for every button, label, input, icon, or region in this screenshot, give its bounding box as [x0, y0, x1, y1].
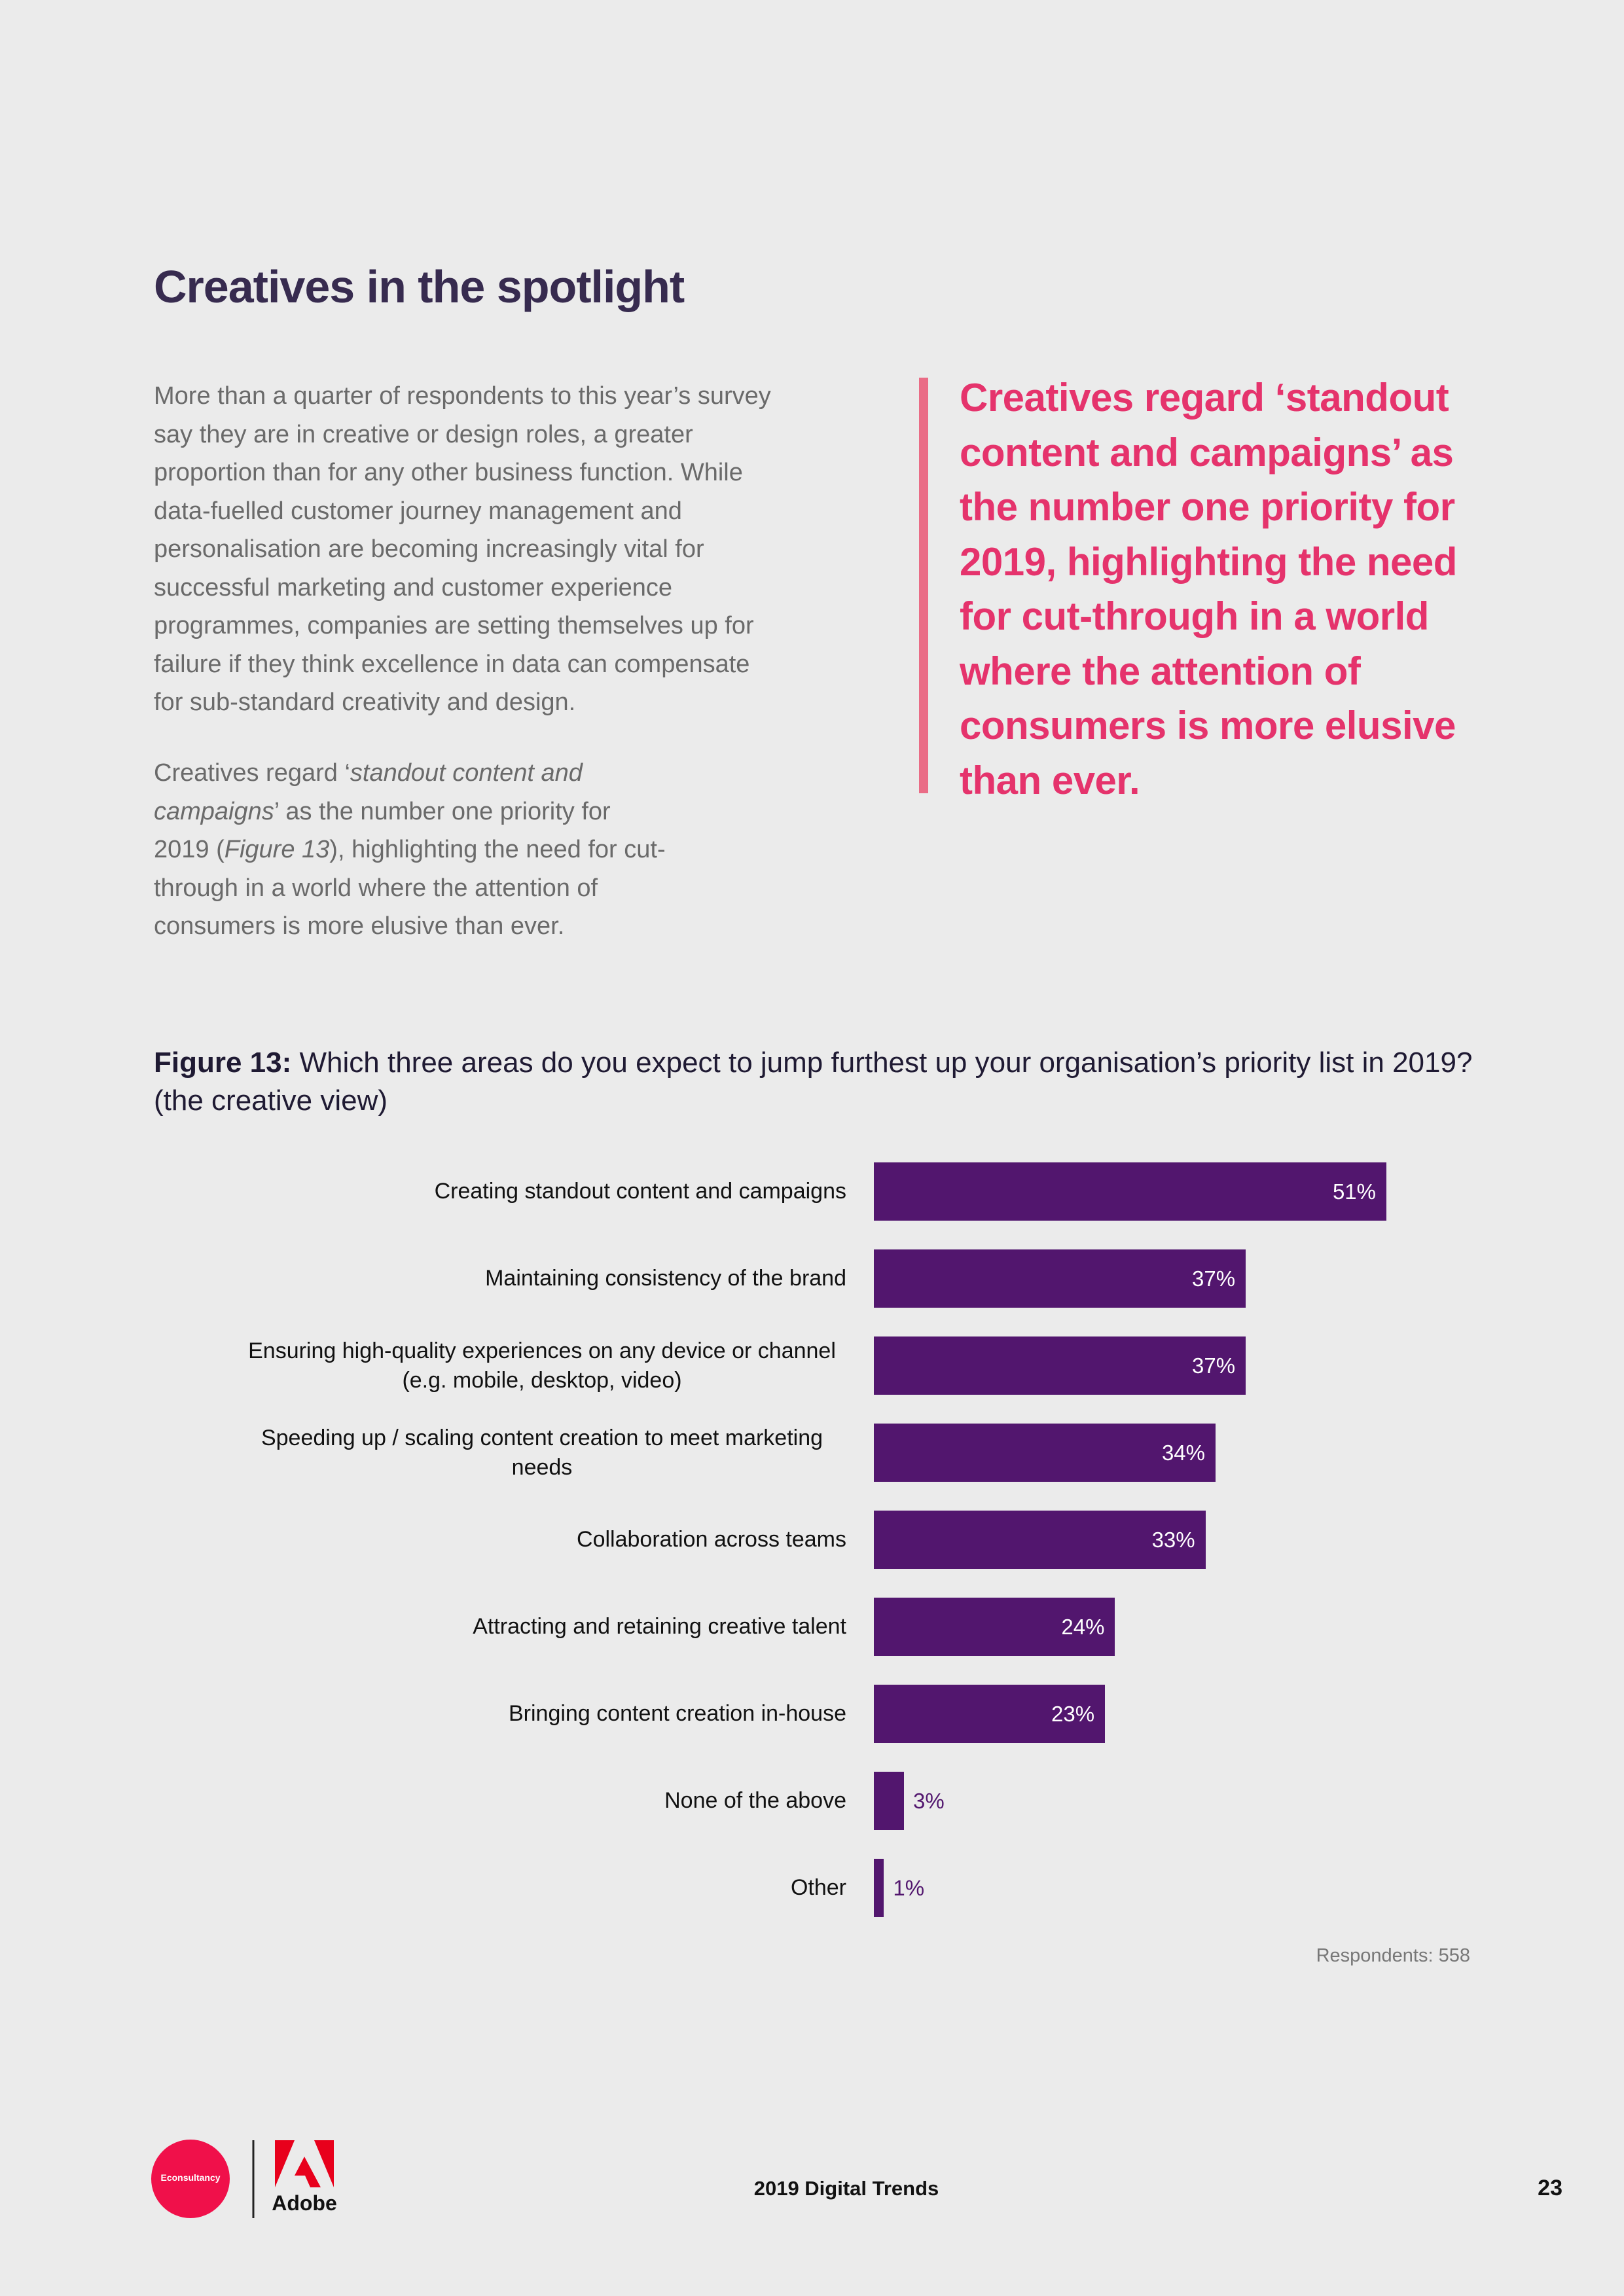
page-title: Creatives in the spotlight	[154, 261, 685, 312]
value-label: 3%	[913, 1789, 945, 1813]
category-label-box: Other	[238, 1859, 846, 1917]
value-label: 51%	[1332, 1179, 1376, 1204]
logos: Econsultancy Adobe	[151, 2140, 337, 2218]
value-label: 24%	[1061, 1615, 1105, 1639]
category-label: Maintaining consistency of the brand	[485, 1266, 846, 1291]
category-label-box: None of the above	[238, 1772, 846, 1830]
bar	[874, 1685, 1106, 1743]
quote-rule	[919, 378, 928, 793]
bar	[874, 1859, 884, 1917]
value-label: 1%	[893, 1876, 925, 1900]
page-number: 23	[1538, 2176, 1562, 2200]
category-label-box: Ensuring high-quality experiences on any…	[238, 1336, 846, 1395]
bar	[874, 1336, 1246, 1395]
pull-quote: Creatives regard ‘standout content and c…	[960, 376, 1457, 802]
adobe-logo	[275, 2140, 334, 2187]
category-label: Creating standout content and campaigns	[434, 1179, 846, 1204]
category-label: Bringing content creation in-house	[509, 1701, 846, 1726]
logo-text: Adobe	[272, 2191, 337, 2215]
value-label: 23%	[1051, 1702, 1095, 1726]
category-label: Ensuring high-quality experiences on any…	[248, 1338, 836, 1393]
text-run: ’ as the number one priority for 2019 (	[154, 797, 611, 864]
bar	[874, 1511, 1206, 1569]
category-label-box: Speeding up / scaling content creation t…	[238, 1424, 846, 1482]
logo-text: Econsultancy	[160, 2172, 220, 2183]
text-run: Creatives regard ‘	[154, 759, 350, 787]
respondents-note: Respondents: 558	[1316, 1945, 1470, 1966]
paragraph: More than a quarter of respondents to th…	[154, 382, 771, 716]
value-label: 37%	[1191, 1354, 1236, 1378]
category-label: Collaboration across teams	[577, 1527, 846, 1552]
bar	[874, 1249, 1246, 1308]
value-label: 34%	[1161, 1441, 1205, 1465]
category-label-box: Attracting and retaining creative talent	[238, 1598, 846, 1656]
text-run-italic: Figure 13	[224, 836, 330, 863]
bar	[874, 1598, 1115, 1656]
category-label-box: Maintaining consistency of the brand	[238, 1249, 846, 1308]
publication-name: 2019 Digital Trends	[753, 2177, 939, 2200]
category-label: Other	[790, 1875, 846, 1900]
value-label: 37%	[1191, 1266, 1236, 1291]
figure-title: Figure 13: Which three areas do you expe…	[154, 1044, 1476, 1120]
category-label-box: Collaboration across teams	[238, 1511, 846, 1569]
bar	[874, 1424, 1216, 1482]
category-label: Attracting and retaining creative talent	[473, 1614, 846, 1639]
value-label: 33%	[1151, 1528, 1195, 1552]
category-label-box: Creating standout content and campaigns	[238, 1162, 846, 1221]
category-label: None of the above	[664, 1788, 846, 1813]
category-label-box: Bringing content creation in-house	[238, 1685, 846, 1743]
bar	[874, 1162, 1386, 1221]
figure-label: Figure 13:	[154, 1047, 292, 1079]
econsultancy-logo	[151, 2140, 230, 2218]
text-run-italic: standout content and campaigns	[154, 759, 583, 825]
category-label: Speeding up / scaling content creation t…	[261, 1425, 823, 1480]
text-run: ), highlighting the need for cut-through…	[154, 836, 666, 940]
bar	[874, 1772, 905, 1830]
paragraph: Creatives regard ‘standout content and c…	[154, 754, 671, 946]
figure-question: Which three areas do you expect to jump …	[154, 1047, 1473, 1117]
